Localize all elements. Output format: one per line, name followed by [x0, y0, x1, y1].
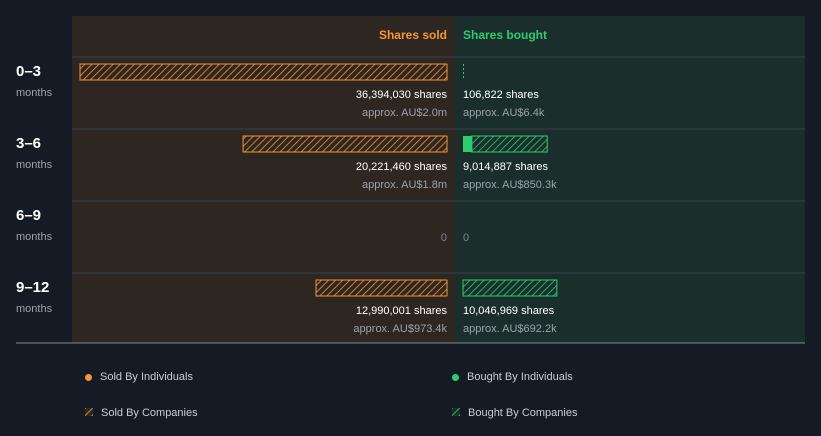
- legend-label: Sold By Companies: [101, 407, 198, 419]
- sold-shares-label: 20,221,460 shares: [356, 161, 448, 173]
- period-sublabel: months: [16, 303, 53, 315]
- legend-bought-by-companies: Bought By Companies: [452, 407, 577, 419]
- bought-individuals-bar: [463, 136, 472, 152]
- sold-companies-bar: [315, 279, 448, 297]
- bought-shares-label: 0: [463, 232, 469, 244]
- sold-shares-label: 36,394,030 shares: [356, 89, 448, 101]
- bought-companies-bar: [471, 135, 548, 153]
- legend-dot-icon: [452, 373, 459, 381]
- legend-label: Bought By Individuals: [467, 371, 573, 383]
- period-sublabel: months: [16, 159, 53, 171]
- period-label: 0–3: [16, 63, 41, 80]
- legend-label: Sold By Individuals: [100, 371, 193, 383]
- bought-approx-label: approx. AU$6.4k: [463, 107, 545, 119]
- bought-shares-label: 106,822 shares: [463, 89, 539, 101]
- legend-label: Bought By Companies: [468, 407, 578, 419]
- legend-dot-icon: [85, 373, 92, 381]
- legend-bought-by-individuals: Bought By Individuals: [452, 371, 573, 383]
- bought-approx-label: approx. AU$850.3k: [463, 179, 557, 191]
- sold-approx-label: approx. AU$973.4k: [353, 323, 447, 335]
- period-sublabel: months: [16, 231, 53, 243]
- header-shares-bought: Shares bought: [463, 28, 547, 42]
- legend-hatch-icon: [85, 407, 93, 419]
- period-label: 6–9: [16, 207, 41, 224]
- legend-sold-by-individuals: Sold By Individuals: [85, 371, 193, 383]
- sold-companies-bar: [242, 135, 448, 153]
- period-label: 9–12: [16, 279, 49, 296]
- header-shares-sold: Shares sold: [379, 28, 447, 42]
- legend-sold-by-companies: Sold By Companies: [85, 407, 198, 419]
- sold-shares-label: 0: [441, 232, 447, 244]
- legend-hatch-icon: [452, 407, 460, 419]
- sold-companies-bar: [79, 63, 448, 81]
- sold-shares-label: 12,990,001 shares: [356, 305, 448, 317]
- period-label: 3–6: [16, 135, 41, 152]
- sold-approx-label: approx. AU$1.8m: [362, 179, 447, 191]
- bought-shares-label: 10,046,969 shares: [463, 305, 555, 317]
- bought-shares-label: 9,014,887 shares: [463, 161, 549, 173]
- sold-approx-label: approx. AU$2.0m: [362, 107, 447, 119]
- bought-companies-bar: [462, 279, 558, 297]
- bought-approx-label: approx. AU$692.2k: [463, 323, 557, 335]
- period-sublabel: months: [16, 87, 53, 99]
